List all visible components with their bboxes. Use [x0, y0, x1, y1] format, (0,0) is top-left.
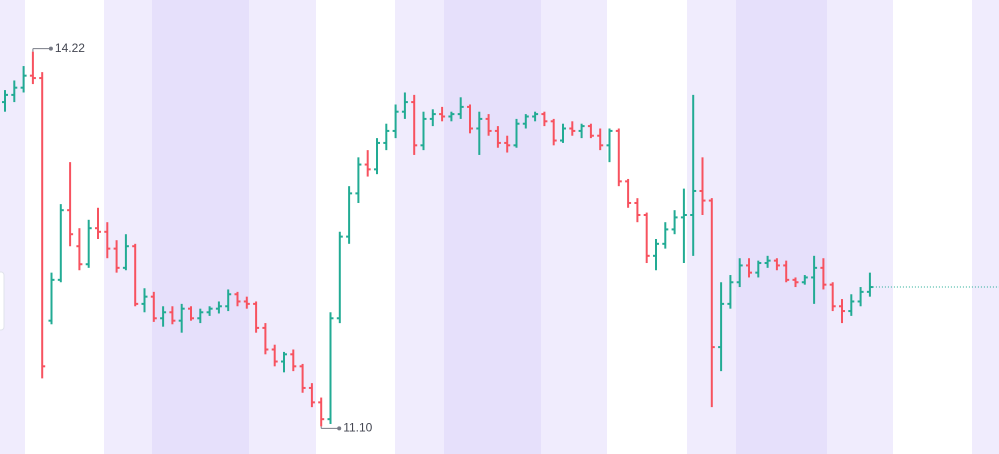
band [249, 0, 316, 454]
side-handle[interactable] [0, 271, 5, 331]
band [0, 0, 25, 454]
band [152, 0, 249, 454]
band [104, 0, 152, 454]
annotation-label: 14.22 [55, 41, 85, 55]
band [736, 0, 827, 454]
annotation-dot [48, 46, 53, 51]
band [827, 0, 893, 454]
annotation-label: 11.10 [343, 421, 372, 435]
band [444, 0, 541, 454]
band [972, 0, 999, 454]
band [541, 0, 607, 454]
band [395, 0, 444, 454]
annotation-dot [337, 426, 342, 431]
